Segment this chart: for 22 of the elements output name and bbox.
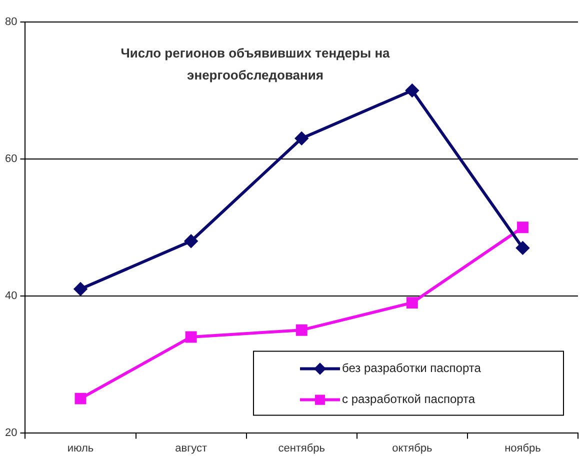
y-tick-label: 80 <box>4 16 18 28</box>
point <box>74 282 88 296</box>
point <box>516 222 528 234</box>
point <box>74 392 86 404</box>
x-tick-label: октябрь <box>392 442 433 454</box>
point <box>184 234 198 248</box>
point <box>296 324 308 336</box>
x-tick-label: август <box>175 442 208 454</box>
text: Число регионов объявивших тендеры на энергообследования <box>120 46 391 83</box>
point <box>295 132 308 145</box>
x-tick-label: сентябрь <box>278 442 326 454</box>
y-tick-label: 20 <box>4 426 18 439</box>
point <box>406 84 419 97</box>
x-tick-label: ноябрь <box>504 442 542 454</box>
y-tick-label: 40 <box>4 290 18 302</box>
x-tick-label: июль <box>67 442 94 454</box>
point <box>185 331 197 343</box>
y-tick-label: 60 <box>4 152 18 165</box>
legend-label: с разработкой паспорта <box>342 392 476 406</box>
point <box>516 241 530 254</box>
point <box>406 296 418 308</box>
legend-label: без разработки паспорта <box>342 361 482 376</box>
